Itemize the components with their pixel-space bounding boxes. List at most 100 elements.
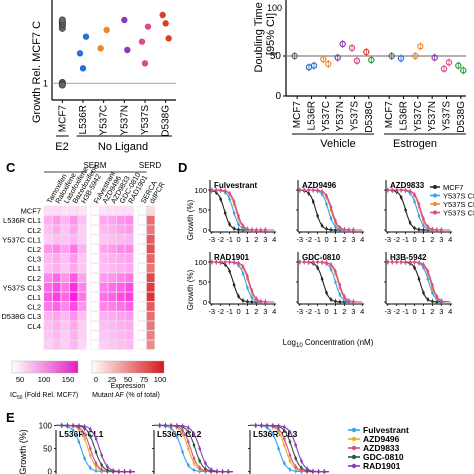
panel-c-heatmap-cell [125,234,134,244]
panel-c-ic50-tick: 50 [16,375,24,384]
panel-c-heatmap-cell [108,301,117,312]
panel-c-heatmap-cell [43,292,53,302]
panel-e-point [265,424,269,427]
panel-d-xtick-label: -1 [226,235,233,244]
panel-d-legend-marker [433,185,437,189]
panel-d-point [386,260,390,264]
panel-e-point [226,470,230,473]
panel-d-subplot-title: AZD9496 [302,181,337,190]
panel-d-xtick-label: -2 [393,235,400,244]
panel-e-point [186,426,190,429]
panel-d-point [413,200,416,203]
panel-b-xtick-label: Y537C [413,101,424,132]
panel-d-xtick-label: 2 [342,235,346,244]
panel-d-point [246,300,249,303]
panel-b-point [460,67,467,74]
panel-c-heatmap-cell [137,263,147,273]
panel-c-heatmap-cell [78,234,87,244]
panel-d-point [422,217,425,220]
panel-d-point [399,188,403,192]
panel-e-legend-marker [351,427,357,433]
panel-d-xtick-label: -2 [217,235,224,244]
panel-b-xtick-label: D538G [364,101,375,133]
panel-d-xtick-label: -2 [217,307,224,316]
panel-d-xtick-label: 1 [245,307,249,316]
panel-d-point [343,228,346,231]
panel-d-point [417,277,421,281]
panel-d-xlabel: Log10 Concentration (nM) [283,338,374,349]
panel-c-heatmap-cell [125,253,134,264]
panel-d-point [417,202,421,206]
panel-e-point [277,447,280,450]
panel-e-point [192,461,196,465]
panel-a-point [138,38,146,45]
panel-d-point [311,188,315,192]
panel-c-heatmap-cell [137,282,147,292]
panel-d-xtick-label: 3 [263,307,267,316]
panel-c-letter: C [6,160,16,175]
panel-c-row-label: Y537C CL1 [2,235,41,244]
panel-e-point [294,456,298,460]
panel-c-expr-tick: 75 [140,375,148,384]
panel-d-point [241,224,245,227]
panel-b-point [291,52,298,60]
panel-c-heatmap-cell [125,263,134,273]
panel-d-point [316,260,319,264]
panel-d-point [241,299,245,302]
panel-d-legend-label: Y537S CL1 [443,192,474,201]
panel-b-point [368,56,375,64]
panel-d-point [408,189,412,193]
panel-d-xtick-label: 3 [351,307,355,316]
panel-c-heatmap-cell [78,244,87,254]
panel-c-heatmap-cell [61,263,70,273]
panel-e-point [271,424,275,427]
panel-d-series-line [298,261,363,303]
panel-d-point [325,194,328,197]
panel-c-heatmap-cell [52,292,61,302]
panel-e-subplot-title: L536R-CL1 [59,429,104,439]
panel-d-point [237,214,240,218]
panel-d-xtick-label: 4 [272,307,276,316]
panel-c-heatmap-cell [146,282,155,292]
panel-d-point [325,227,328,231]
panel-e-point [288,453,292,457]
panel-b-xtick-label: L536R [399,101,410,130]
panel-d-point [241,272,245,275]
panel-d-xtick-label: -3 [384,307,391,316]
panel-e-point [198,466,202,470]
panel-e-point [282,429,286,432]
panel-d-point [413,226,416,230]
panel-c-heatmap-cell [69,311,78,321]
panel-a-xtick-label: D538G [161,105,172,137]
panel-d-series-line [386,261,451,303]
panel-c-heatmap-cell [125,330,134,340]
panel-d-point [302,188,306,192]
panel-e-legend-marker [351,463,357,469]
panel-d-point [246,227,249,231]
panel-c-heatmap-cell [108,330,117,340]
panel-c-heatmap-cell [137,340,147,350]
panel-d-ytick-label: 100 [194,258,207,267]
panel-d-series-line [386,189,451,231]
panel-d-xtick-label: 2 [254,235,258,244]
panel-e-point [215,469,219,473]
panel-c-row-label: CL3 [27,255,41,264]
panel-d-point [338,226,342,229]
panel-c-heatmap-cell [61,253,70,264]
panel-c-heatmap-cell [90,234,100,244]
panel-e-point [300,466,303,470]
panel-c-heatmap-cell [116,321,125,331]
panel-d-point [316,189,319,192]
panel-c-heatmap-cell [69,234,78,244]
panel-d-point [417,261,421,264]
panel-d-series-line [386,261,451,303]
panel-d-point [307,260,311,264]
panel-a-point [103,26,110,34]
panel-d-ytick-label: 0 [203,226,207,235]
panel-c-heatmap-cell [90,340,100,350]
panel-c-heatmap-cell [108,282,117,292]
panel-e-point [66,424,69,427]
panel-d-subplot-title: GDC-0810 [302,253,341,262]
panel-c-heatmap-cell [61,340,70,350]
panel-d-letter: D [178,160,187,175]
